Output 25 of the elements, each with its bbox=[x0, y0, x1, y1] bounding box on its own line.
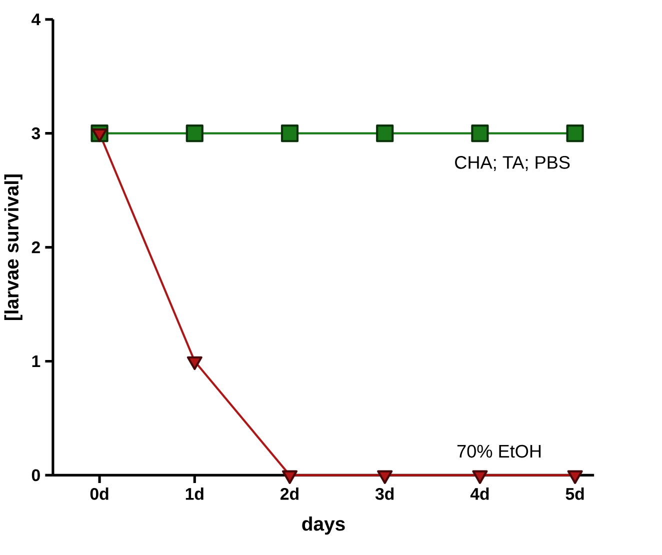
point bbox=[566, 124, 584, 142]
x-axis-title: days bbox=[302, 516, 345, 535]
x-tick-label: 3d bbox=[375, 488, 394, 500]
x-tick-label: 2d bbox=[280, 488, 298, 500]
x-tick-label: 5d bbox=[566, 488, 584, 500]
x-tick-label: 1d bbox=[186, 488, 204, 500]
y-tick-label: 4 bbox=[32, 14, 41, 26]
y-tick-label: 3 bbox=[32, 128, 40, 140]
point bbox=[186, 124, 204, 142]
point bbox=[186, 356, 202, 370]
y-tick-label: 1 bbox=[32, 356, 40, 368]
point bbox=[376, 124, 394, 142]
y-tick-label: 2 bbox=[32, 242, 40, 254]
point bbox=[567, 470, 583, 484]
point bbox=[471, 124, 489, 142]
point bbox=[472, 470, 488, 484]
point bbox=[282, 470, 298, 484]
series-label: CHA; TA; PBS bbox=[455, 156, 570, 172]
y-tick-label: 0 bbox=[32, 469, 40, 482]
x-tick-label: 4d bbox=[470, 488, 489, 500]
point bbox=[280, 124, 299, 142]
y-axis-title: [larvae survival] bbox=[4, 174, 22, 320]
point bbox=[377, 470, 393, 484]
series-label: 70% EtOH bbox=[457, 444, 541, 458]
x-tick-label: 0d bbox=[90, 488, 108, 500]
